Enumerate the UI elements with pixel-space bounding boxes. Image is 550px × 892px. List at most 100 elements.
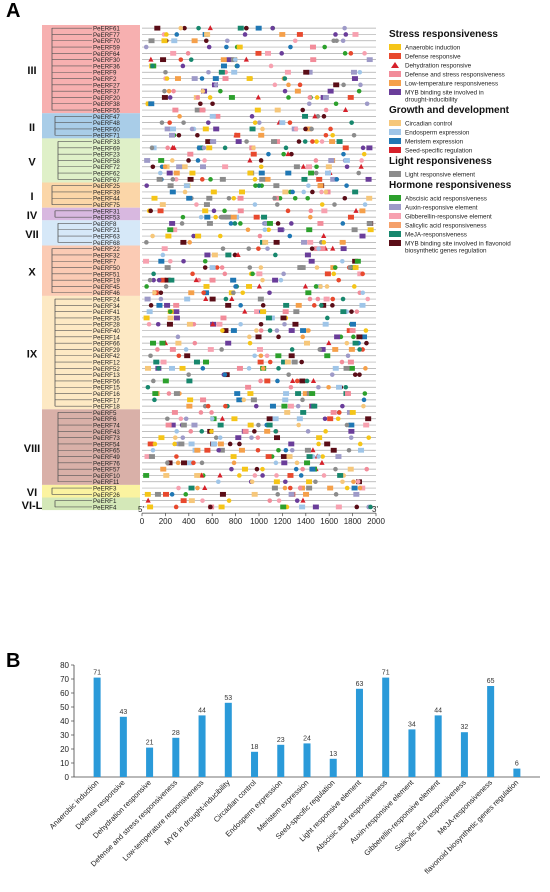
cis-element — [151, 195, 158, 201]
cis-element — [368, 504, 373, 510]
cis-element — [209, 410, 214, 415]
cis-element — [156, 176, 163, 182]
gene-label: PeERF54 — [93, 441, 120, 448]
cis-element — [345, 353, 351, 359]
cis-element — [148, 101, 155, 107]
cis-element — [261, 214, 268, 220]
cis-element — [194, 473, 201, 478]
cis-element — [228, 95, 235, 100]
cis-element — [300, 328, 307, 333]
cis-element — [154, 491, 161, 497]
cis-element — [274, 435, 281, 441]
bar-value-label: 44 — [434, 707, 442, 714]
gene-label: PeERF31 — [93, 208, 120, 215]
cis-element — [273, 239, 280, 245]
gene-label: PeERF36 — [93, 63, 120, 70]
cis-element — [213, 435, 219, 440]
cis-element — [253, 403, 259, 409]
cis-element — [217, 435, 223, 440]
gene-label: PeERF15 — [93, 385, 120, 392]
cis-element — [250, 271, 255, 277]
bar — [408, 729, 416, 777]
cis-element — [354, 504, 360, 510]
cis-element — [143, 44, 149, 50]
gene-label: PeERF66 — [93, 341, 120, 348]
cis-element — [208, 504, 213, 510]
cis-element — [250, 397, 257, 403]
gene-label: PeERF75 — [93, 202, 120, 209]
gene-label: PeERF71 — [93, 133, 120, 140]
cis-element — [176, 132, 182, 138]
clade-band — [42, 113, 140, 139]
cis-element — [359, 158, 364, 163]
cis-element — [359, 208, 366, 214]
cis-element — [160, 277, 167, 283]
clade-band — [42, 295, 140, 410]
cis-element — [146, 321, 152, 327]
cis-element — [193, 359, 200, 365]
cis-element — [347, 265, 353, 270]
cis-element — [164, 32, 169, 37]
cis-element — [206, 44, 212, 50]
clade-label: III — [27, 65, 36, 77]
gene-label: PeERF51 — [93, 271, 120, 278]
cis-element — [194, 447, 201, 453]
cis-element — [364, 340, 369, 346]
cis-element — [149, 145, 155, 151]
cis-element — [225, 38, 230, 44]
cis-element — [219, 176, 226, 182]
cis-element — [204, 32, 211, 37]
cis-element — [285, 208, 291, 214]
cis-element — [284, 410, 291, 415]
cis-element — [333, 492, 339, 497]
y-tick-label: 80 — [60, 661, 69, 670]
cis-element — [232, 221, 238, 226]
cis-element — [144, 454, 151, 459]
cis-element — [315, 296, 321, 302]
axis-tick-label: 1600 — [320, 517, 338, 526]
cis-element — [304, 447, 311, 453]
cis-element — [272, 195, 277, 201]
cis-element — [306, 164, 313, 170]
cis-element — [200, 164, 207, 170]
cis-element — [200, 397, 207, 403]
cis-element — [286, 372, 291, 377]
cis-element — [312, 504, 319, 510]
gene-label: PeERF5 — [93, 410, 117, 417]
clade-label: VII — [25, 229, 38, 241]
cis-element — [155, 347, 160, 352]
bar-value-label: 71 — [93, 670, 101, 677]
gene-label: PeERF28 — [93, 322, 120, 329]
y-tick-label: 70 — [60, 675, 69, 684]
cis-element — [216, 447, 221, 453]
cis-element — [268, 63, 274, 69]
cis-element — [330, 176, 337, 182]
cis-element — [222, 372, 228, 377]
cis-element — [173, 177, 179, 182]
cis-element — [171, 38, 178, 44]
bar — [460, 732, 468, 777]
cis-element — [335, 416, 341, 422]
cis-element — [295, 403, 301, 409]
cis-element — [222, 164, 229, 170]
cis-element — [167, 95, 173, 100]
cis-element — [352, 32, 359, 37]
cis-element — [319, 202, 325, 207]
bar-value-label: 18 — [251, 744, 259, 751]
cis-element — [194, 202, 199, 207]
cis-element — [225, 302, 232, 308]
cis-element — [213, 126, 220, 132]
cis-element — [290, 377, 296, 383]
cis-element — [289, 151, 294, 157]
clade-label: VI-L — [22, 500, 43, 512]
cis-element — [222, 145, 228, 151]
cis-element — [252, 429, 257, 434]
cis-element — [316, 384, 321, 390]
cis-element — [309, 466, 316, 472]
legend: Stress responsiveness Anaerobic induction… — [389, 29, 512, 255]
cis-element — [211, 252, 218, 258]
cis-element — [366, 435, 372, 440]
cis-element — [360, 271, 365, 277]
cis-element — [340, 309, 347, 315]
cis-element — [306, 479, 313, 485]
